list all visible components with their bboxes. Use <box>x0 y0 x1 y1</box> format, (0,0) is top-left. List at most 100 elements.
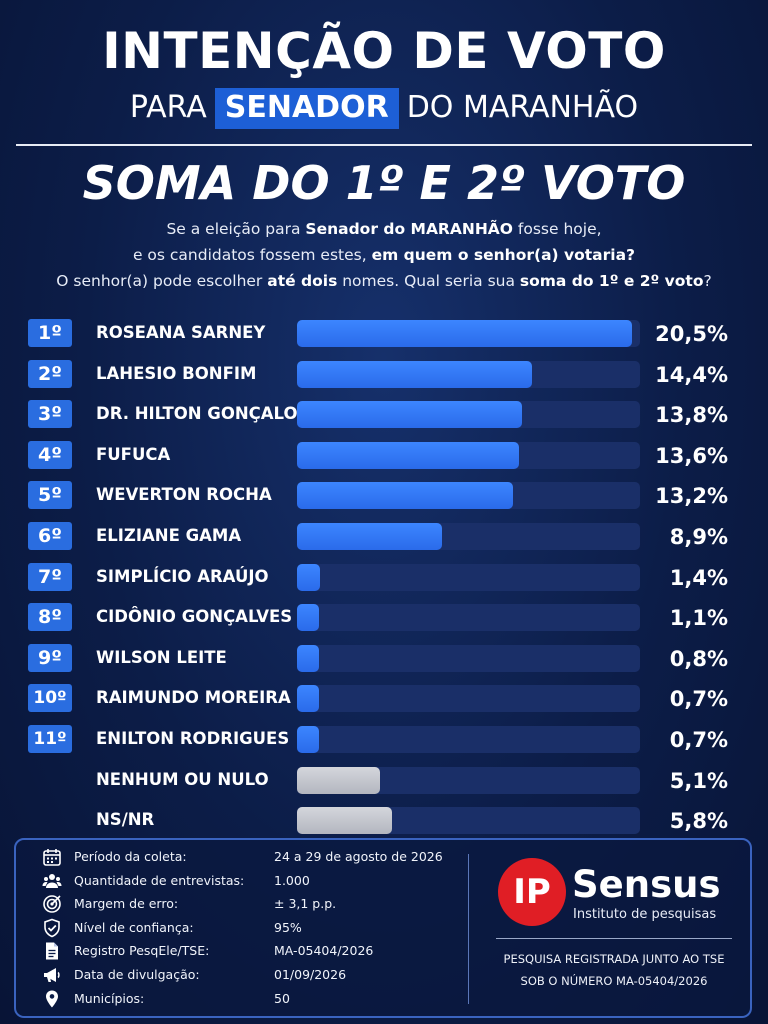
methodology-value: ± 3,1 p.p. <box>274 896 337 912</box>
methodology-item: Período da coleta: 24 a 29 de agosto de 2… <box>42 846 482 868</box>
methodology-item: Data de divulgação: 01/09/2026 <box>42 964 482 986</box>
rank-badge: 4º <box>28 440 72 469</box>
logo-tagline: Instituto de pesquisas <box>573 907 717 922</box>
candidate-name: RAIMUNDO MOREIRA <box>96 688 291 708</box>
methodology-label: Registro PesqEle/TSE: <box>74 943 210 959</box>
value-label: 0,7% <box>669 687 728 712</box>
subtitle-suffix: DO MARANHÃO <box>406 90 639 125</box>
methodology-value: 24 a 29 de agosto de 2026 <box>274 849 443 864</box>
question-text: ? <box>703 272 712 290</box>
question-emphasis: até dois <box>267 272 338 290</box>
rank-badge: 5º <box>28 481 72 510</box>
bar <box>297 766 381 794</box>
chart-row: NS/NR 5,8% <box>0 800 768 840</box>
bar-track <box>297 685 640 713</box>
chart-row: 3º DR. HILTON GONÇALO 13,8% <box>0 394 768 434</box>
bar-chart: 1º ROSEANA SARNEY 20,5% 2º LAHESIO BONFIM 14,… <box>0 313 768 840</box>
chart-row: 6º ELIZIANE GAMA 8,9% <box>0 516 768 556</box>
candidate-name: DR. HILTON GONÇALO <box>96 404 298 424</box>
candidate-name: FUFUCA <box>96 444 171 464</box>
chart-row: 9º WILSON LEITE 0,8% <box>0 638 768 678</box>
value-label: 1,1% <box>669 606 728 631</box>
candidate-name: NENHUM OU NULO <box>96 769 269 789</box>
survey-question: Se a eleição para Senador do MARANHÃO fo… <box>0 216 768 294</box>
bar <box>297 685 319 713</box>
methodology-label: Quantidade de entrevistas: <box>74 872 245 888</box>
header-divider <box>16 144 752 146</box>
methodology-item: Nível de confiança: 95% <box>42 917 482 939</box>
question-emphasis: Senador do MARANHÃO <box>305 220 513 238</box>
methodology-label: Municípios: <box>74 990 145 1006</box>
value-label: 20,5% <box>655 322 728 346</box>
methodology-value: 1.000 <box>274 872 310 888</box>
candidate-name: WEVERTON ROCHA <box>96 485 272 505</box>
candidate-name: ROSEANA SARNEY <box>96 323 266 342</box>
bar <box>297 320 632 347</box>
chart-row: 11º ENILTON RODRIGUES 0,7% <box>0 719 768 759</box>
bar-track <box>297 766 640 794</box>
value-label: 0,7% <box>669 728 728 752</box>
subtitle-highlight: SENADOR <box>214 88 399 129</box>
chart-row: 10º RAIMUNDO MOREIRA 0,7% <box>0 678 768 718</box>
value-label: 14,4% <box>655 362 728 387</box>
question-text: O senhor(a) pode escolher <box>56 272 268 290</box>
value-label: 13,6% <box>655 443 728 468</box>
question-text: e os candidatos fossem estes, <box>132 246 372 264</box>
chart-row: 1º ROSEANA SARNEY 20,5% <box>0 313 768 353</box>
chart-row: NENHUM OU NULO 5,1% <box>0 760 768 800</box>
target-icon <box>42 894 62 914</box>
value-label: 13,8% <box>655 403 728 428</box>
candidate-name: WILSON LEITE <box>96 647 227 667</box>
bar-track <box>297 604 640 632</box>
methodology-label: Nível de confiança: <box>74 919 194 935</box>
megaphone-icon <box>42 965 62 985</box>
calendar-icon <box>42 847 62 867</box>
question-line-1: Se a eleição para Senador do MARANHÃO fo… <box>0 216 768 242</box>
subtitle-prefix: PARA <box>129 90 207 125</box>
chart-row: 2º LAHESIO BONFIM 14,4% <box>0 354 768 394</box>
document-icon <box>42 941 62 961</box>
question-emphasis: em quem o senhor(a) votaria? <box>371 246 636 264</box>
bar-track <box>297 726 640 753</box>
candidate-name: ELIZIANE GAMA <box>96 526 242 545</box>
bar-track <box>297 320 640 347</box>
value-label: 5,1% <box>669 768 728 793</box>
value-label: 8,9% <box>669 525 728 549</box>
methodology-panel: Período da coleta: 24 a 29 de agosto de 2… <box>14 838 752 1018</box>
question-text: Se a eleição para <box>166 220 306 238</box>
registration-line-2: SOB O NÚMERO MA-05404/2026 <box>520 974 708 988</box>
methodology-item: Registro PesqEle/TSE: MA-05404/2026 <box>42 940 482 962</box>
logo-name: Sensus <box>572 863 721 906</box>
rank-badge: 3º <box>28 400 72 429</box>
question-line-2: e os candidatos fossem estes, em quem o … <box>0 242 768 268</box>
methodology-item: Quantidade de entrevistas: 1.000 <box>42 870 482 892</box>
bar-track <box>297 441 640 469</box>
chart-row: 7º SIMPLÍCIO ARAÚJO 1,4% <box>0 557 768 597</box>
shield-check-icon <box>42 918 62 938</box>
rank-badge: 11º <box>28 725 72 753</box>
bar <box>297 563 320 591</box>
bar-track <box>297 644 640 672</box>
candidate-name: LAHESIO BONFIM <box>96 363 257 383</box>
methodology-item: Margem de erro: ± 3,1 p.p. <box>42 893 482 915</box>
people-icon <box>42 871 62 891</box>
methodology-label: Período da coleta: <box>74 849 187 864</box>
bar <box>297 360 533 388</box>
bar <box>297 482 513 510</box>
ip-sensus-logo: IP Sensus Instituto de pesquisas <box>498 854 738 934</box>
logo-mark: IP <box>498 858 566 926</box>
bar <box>297 523 443 550</box>
candidate-name: ENILTON RODRIGUES <box>96 729 290 748</box>
bar <box>297 644 319 672</box>
page-title: INTENÇÃO DE VOTO <box>102 22 666 80</box>
candidate-name: NS/NR <box>96 810 155 830</box>
rank-badge: 8º <box>28 603 72 632</box>
methodology-label: Data de divulgação: <box>74 967 200 982</box>
methodology-value: 50 <box>274 990 290 1006</box>
value-label: 5,8% <box>669 809 728 834</box>
bar-track <box>297 482 640 510</box>
registration-note: PESQUISA REGISTRADA JUNTO AO TSE SOB O N… <box>484 948 744 992</box>
panel-divider <box>468 854 469 1004</box>
chart-heading: SOMA DO 1º E 2º VOTO <box>82 156 686 210</box>
page-subtitle: PARA SENADOR DO MARANHÃO <box>0 88 768 129</box>
